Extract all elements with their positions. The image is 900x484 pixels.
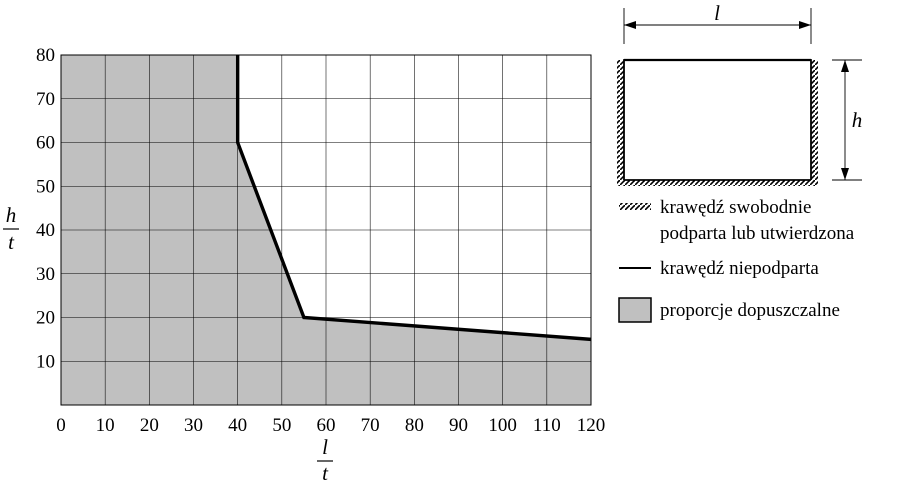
x-axis-label-denominator: t (322, 461, 329, 484)
x-tick-label: 120 (577, 415, 606, 436)
x-tick-label: 40 (228, 415, 247, 436)
panel-outline (623, 59, 812, 180)
x-tick-label: 90 (449, 415, 468, 436)
width-arrow-left (624, 21, 636, 29)
x-axis-label: l t (317, 435, 333, 484)
x-tick-labels: 0 10 20 30 40 50 60 70 80 90 100 110 120 (56, 415, 605, 436)
x-tick-label: 20 (140, 415, 159, 436)
width-arrow-right (799, 21, 811, 29)
boundary-line (235, 55, 592, 342)
legend-supported-line2: podparta lub utwierdzona (660, 223, 855, 244)
y-tick-label: 40 (36, 220, 55, 241)
y-axis-label: h t (3, 203, 19, 254)
x-tick-label: 110 (533, 415, 561, 436)
y-tick-label: 20 (36, 308, 55, 329)
legend: krawędź swobodnie podparta lub utwierdzo… (618, 197, 855, 323)
height-arrow-top (841, 60, 849, 72)
bottom-edge-hatch (617, 180, 818, 186)
y-tick-label: 30 (36, 264, 55, 285)
x-tick-label: 100 (488, 415, 517, 436)
plot-frame (60, 54, 592, 406)
height-label: h (852, 108, 863, 132)
y-tick-label: 70 (36, 89, 55, 110)
y-axis-label-denominator: t (8, 230, 15, 254)
y-tick-labels: 10 20 30 40 50 60 70 80 (36, 45, 55, 372)
legend-unsupported: krawędź niepodparta (660, 258, 819, 279)
y-axis-label-numerator: h (6, 203, 17, 227)
x-tick-label: 0 (56, 415, 66, 436)
x-tick-label: 30 (184, 415, 203, 436)
legend-area-symbol (618, 297, 652, 323)
panel-schematic: l h (617, 1, 862, 186)
y-tick-label: 80 (36, 45, 55, 66)
right-edge-hatch (811, 60, 818, 181)
legend-supported-line1: krawędź swobodnie (660, 197, 811, 218)
x-axis-label-numerator: l (322, 435, 328, 459)
y-tick-label: 50 (36, 176, 55, 197)
width-label: l (714, 1, 720, 25)
legend-allowed: proporcje dopuszczalne (660, 300, 840, 321)
y-tick-label: 60 (36, 133, 55, 154)
x-tick-label: 10 (96, 415, 115, 436)
x-tick-label: 60 (317, 415, 336, 436)
x-tick-label: 50 (272, 415, 291, 436)
x-tick-label: 70 (361, 415, 380, 436)
left-edge-hatch (617, 60, 624, 181)
chart: 0 10 20 30 40 50 60 70 80 90 100 110 120 10 20 30 40 50 6… (3, 45, 605, 484)
y-tick-label: 10 (36, 351, 55, 372)
x-tick-label: 80 (405, 415, 424, 436)
legend-hatch-symbol (619, 203, 651, 210)
height-arrow-bottom (841, 168, 849, 180)
